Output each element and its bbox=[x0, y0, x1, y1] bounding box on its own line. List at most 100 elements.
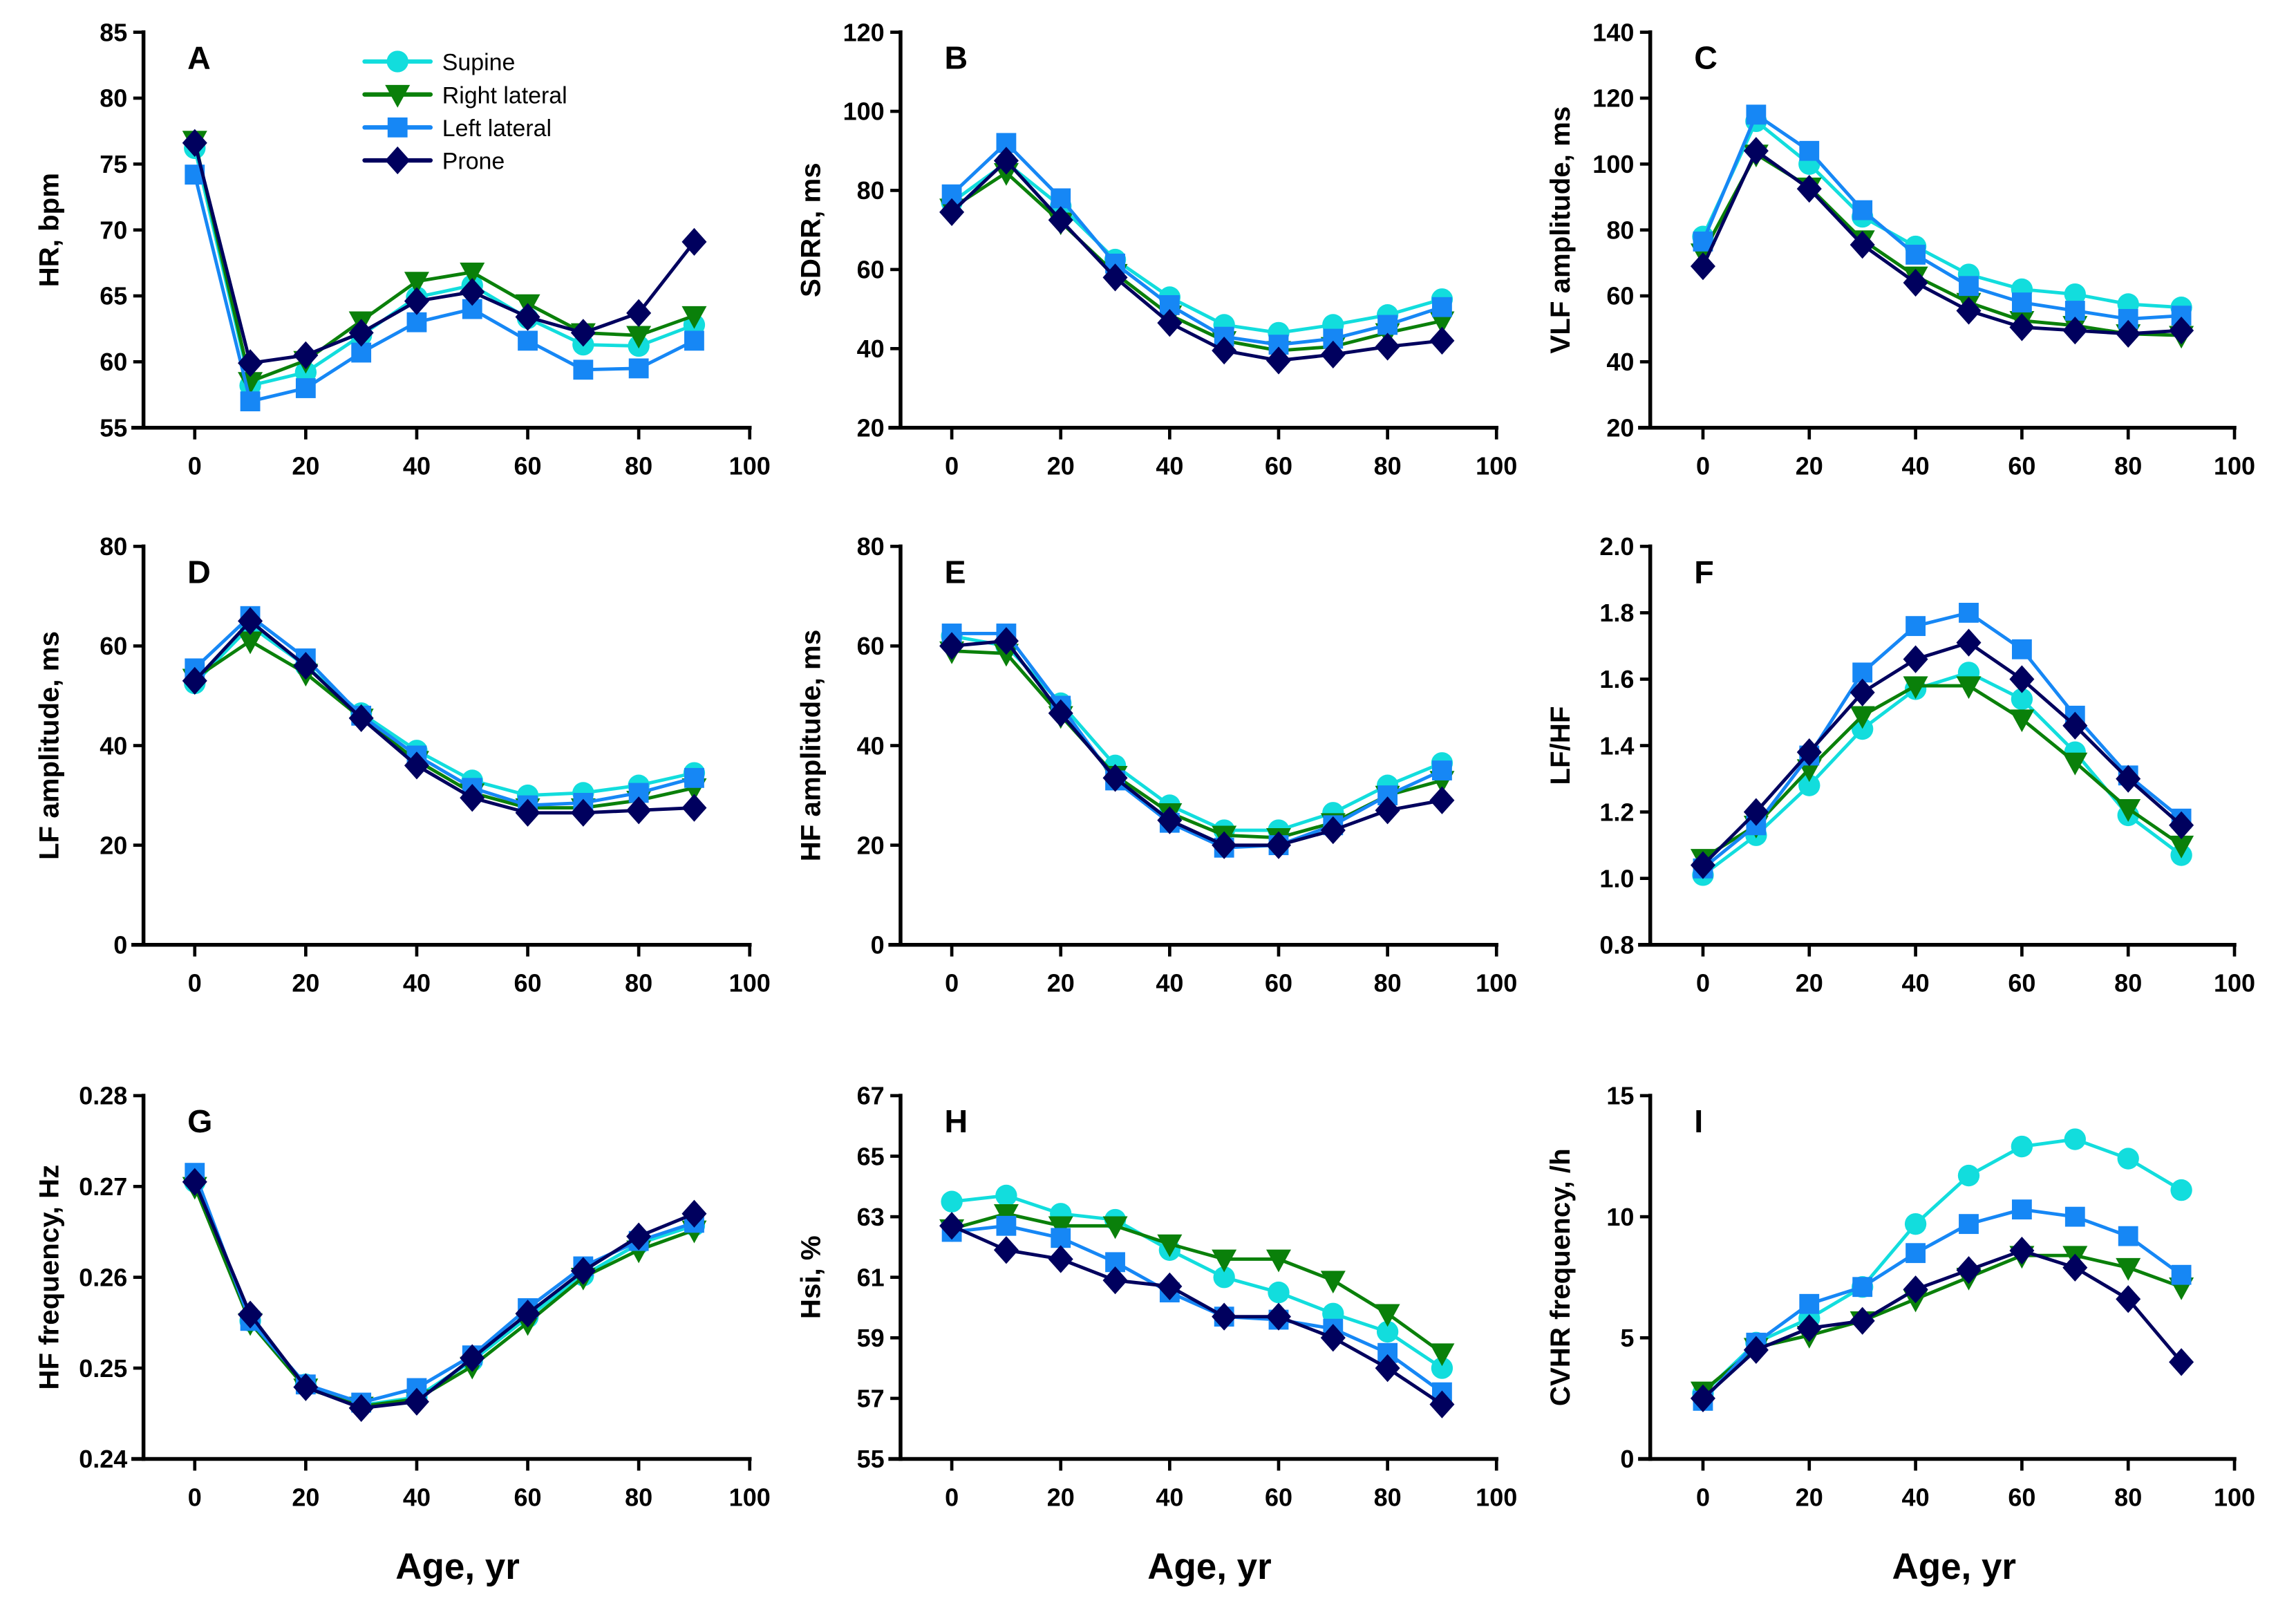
series-line-right-lateral bbox=[1702, 684, 2183, 860]
series-line-supine bbox=[1702, 1137, 2183, 1395]
series-line-supine bbox=[194, 624, 695, 798]
data-point-prone bbox=[1375, 796, 1400, 825]
series-line-prone bbox=[951, 639, 1442, 848]
data-point-prone bbox=[2062, 1253, 2088, 1282]
y-tick-label: 60 bbox=[857, 632, 885, 660]
y-tick-label: 0.8 bbox=[1599, 930, 1634, 959]
data-point-supine bbox=[995, 1184, 1017, 1207]
x-tick-label: 20 bbox=[292, 1483, 319, 1511]
data-point-prone bbox=[681, 227, 707, 256]
data-point-right-lateral bbox=[1429, 311, 1455, 335]
data-point-prone bbox=[1429, 1390, 1455, 1419]
y-tick-label: 1.8 bbox=[1599, 599, 1634, 627]
panel-letter: I bbox=[1694, 1103, 1703, 1139]
x-tick-label: 80 bbox=[2114, 452, 2142, 480]
x-tick-label: 0 bbox=[945, 452, 959, 480]
x-tick-label: 100 bbox=[729, 1483, 771, 1511]
series-line-prone bbox=[1701, 149, 2182, 336]
data-point-supine bbox=[1957, 1164, 1980, 1187]
y-tick-label: 63 bbox=[857, 1203, 885, 1231]
data-point-left-lateral bbox=[1051, 1228, 1071, 1248]
y-tick-label: 1.6 bbox=[1599, 665, 1634, 693]
data-point-supine bbox=[1376, 1320, 1399, 1343]
data-point-prone bbox=[2116, 319, 2141, 348]
x-tick-label: 0 bbox=[1696, 452, 1710, 480]
legend-item-supine: Supine bbox=[362, 50, 515, 76]
data-point-left-lateral bbox=[1959, 276, 1979, 297]
y-tick-label: 85 bbox=[100, 18, 127, 46]
data-point-supine bbox=[1213, 1266, 1235, 1289]
panel-e: 0 20 40 60 80 0 20 40 60 80 100 HF amplitude, ms E bbox=[795, 532, 1517, 997]
data-point-left-lateral bbox=[2011, 639, 2032, 659]
x-tick-label: 80 bbox=[2114, 969, 2142, 998]
series-line-right-lateral bbox=[1702, 1253, 2182, 1393]
data-point-right-lateral bbox=[993, 1204, 1019, 1227]
y-tick-label: 120 bbox=[843, 18, 885, 46]
panel-h: 55 57 59 61 63 65 67 0 20 40 60 80 100 Hsi, % H bbox=[795, 1082, 1517, 1512]
legend-item-right-lateral: Right lateral bbox=[362, 82, 567, 109]
series-line-left-lateral bbox=[1701, 113, 2182, 321]
x-tick-label: 40 bbox=[1902, 1483, 1930, 1511]
data-point-left-lateral bbox=[996, 1215, 1017, 1236]
legend-marker-triangle-down-icon bbox=[385, 84, 411, 108]
x-tick-label: 80 bbox=[2114, 1483, 2142, 1511]
data-point-prone bbox=[1850, 678, 1875, 706]
data-point-prone bbox=[1850, 1307, 1875, 1335]
data-point-right-lateral bbox=[1320, 1271, 1346, 1294]
data-point-right-lateral bbox=[2169, 835, 2194, 859]
data-point-prone bbox=[1265, 1302, 1291, 1331]
x-tick-label: 80 bbox=[1374, 1483, 1402, 1511]
data-point-prone bbox=[1320, 1324, 1346, 1352]
y-tick-label: 20 bbox=[857, 413, 885, 442]
x-tick-label: 80 bbox=[1374, 969, 1402, 998]
data-point-left-lateral bbox=[1377, 315, 1398, 335]
y-axis-title: CVHR frequency, /h bbox=[1545, 1148, 1576, 1406]
y-tick-label: 40 bbox=[100, 731, 127, 760]
y-tick-label: 65 bbox=[100, 282, 127, 310]
series-line-supine bbox=[1701, 119, 2182, 310]
data-point-right-lateral bbox=[1157, 1234, 1183, 1257]
data-point-supine bbox=[2011, 688, 2033, 710]
y-tick-label: 80 bbox=[1606, 216, 1634, 244]
data-point-prone bbox=[1102, 263, 1128, 292]
data-point-left-lateral bbox=[573, 359, 594, 380]
data-point-prone bbox=[1956, 1256, 1982, 1284]
y-axis-title: VLF amplitude, ms bbox=[1545, 106, 1576, 354]
x-axis-title: Age, yr bbox=[1147, 1546, 1272, 1587]
x-tick-label: 60 bbox=[1265, 1483, 1292, 1511]
x-tick-label: 40 bbox=[1156, 452, 1183, 480]
y-axis-title: HR, bpm bbox=[34, 173, 65, 287]
data-point-left-lateral bbox=[240, 391, 261, 411]
y-tick-label: 100 bbox=[843, 97, 885, 126]
x-tick-label: 40 bbox=[1902, 969, 1930, 998]
series-line-right-lateral bbox=[193, 140, 695, 384]
data-point-prone bbox=[515, 303, 540, 331]
y-tick-label: 67 bbox=[857, 1082, 885, 1110]
data-point-left-lateral bbox=[1432, 297, 1452, 317]
y-tick-label: 65 bbox=[857, 1142, 885, 1170]
series-line-right-lateral bbox=[951, 1212, 1443, 1355]
data-point-prone bbox=[460, 784, 485, 812]
data-point-prone bbox=[404, 751, 429, 780]
y-tick-label: 61 bbox=[857, 1263, 885, 1291]
y-tick-label: 0.25 bbox=[79, 1354, 127, 1383]
x-tick-label: 0 bbox=[1696, 969, 1710, 998]
x-tick-label: 80 bbox=[625, 969, 652, 998]
x-tick-label: 60 bbox=[514, 1483, 542, 1511]
y-tick-label: 80 bbox=[857, 532, 885, 561]
data-point-left-lateral bbox=[518, 330, 538, 351]
y-tick-label: 70 bbox=[100, 216, 127, 244]
x-tick-label: 40 bbox=[403, 1483, 431, 1511]
x-tick-label: 40 bbox=[403, 452, 431, 480]
x-tick-label: 0 bbox=[188, 452, 202, 480]
data-point-prone bbox=[1903, 1275, 1928, 1304]
series-line-left-lateral bbox=[1702, 1208, 2183, 1403]
data-point-right-lateral bbox=[2116, 1257, 2141, 1281]
data-point-left-lateral bbox=[2011, 1199, 2032, 1220]
y-tick-label: 0 bbox=[113, 930, 127, 959]
data-point-left-lateral bbox=[406, 312, 427, 333]
y-tick-label: 10 bbox=[1606, 1203, 1634, 1231]
data-point-prone bbox=[460, 1344, 485, 1372]
data-point-prone bbox=[515, 798, 540, 827]
